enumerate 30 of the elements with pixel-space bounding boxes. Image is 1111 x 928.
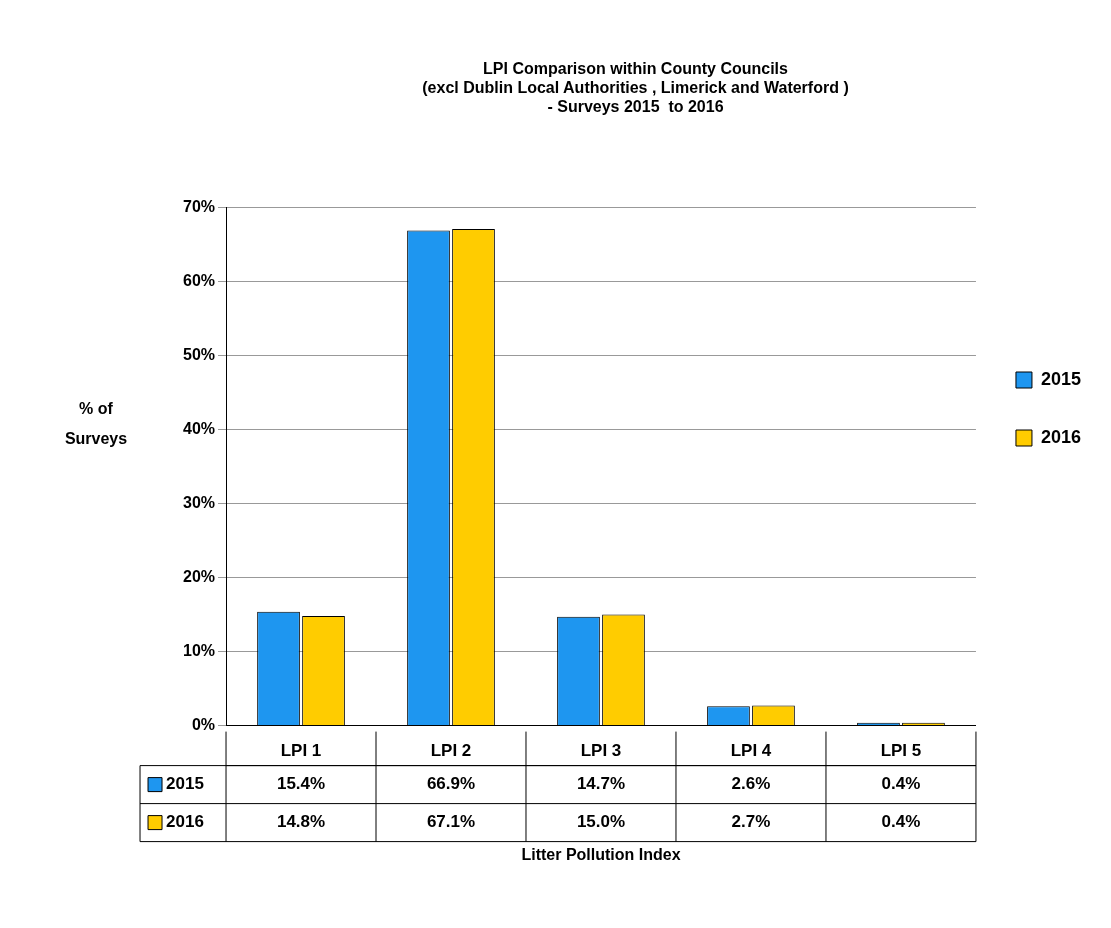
text: 2016 [166,812,204,832]
data-label: 0.4% [881,774,921,794]
chart-title: LPI Comparison within County Councils (excl Dublin Local Authorities , Limerick and Waterford ) - Surveys 2015 to 2016 [422,60,849,116]
data-label: 14.7% [576,774,626,794]
text: Litter Pollution Index [521,846,681,864]
y-tick-label: 20% [182,568,216,586]
y-tick-label: 50% [182,346,216,364]
data-label: 2.6% [731,774,771,794]
data-label: 2.7% [731,812,771,832]
data-label: 14.8% [276,812,326,832]
y-tick-label: 10% [182,642,216,660]
x-tick-label: LPI 5 [880,741,922,761]
y-axis-title: % of Surveys [64,400,128,448]
data-label: 0.4% [881,812,921,832]
x-tick-label: LPI 3 [580,741,622,761]
x-tick-label: LPI 2 [430,741,472,761]
y-tick-label: 30% [182,494,216,512]
data-label: 66.9% [426,774,476,794]
legend-label: 2015 [166,774,204,794]
y-tick-label: 60% [182,272,216,290]
data-label: 67.1% [426,812,476,832]
y-tick-label: 0% [191,716,216,734]
legend-label: 2016 [1040,426,1081,447]
y-tick-label: 40% [182,420,216,438]
x-tick-label: LPI 4 [730,741,772,761]
data-label: 15.0% [576,812,626,832]
data-label: 15.4% [276,774,326,794]
text: 2015 [1040,368,1081,389]
x-tick-label: LPI 1 [280,741,322,761]
y-tick-label: 70% [182,198,216,216]
